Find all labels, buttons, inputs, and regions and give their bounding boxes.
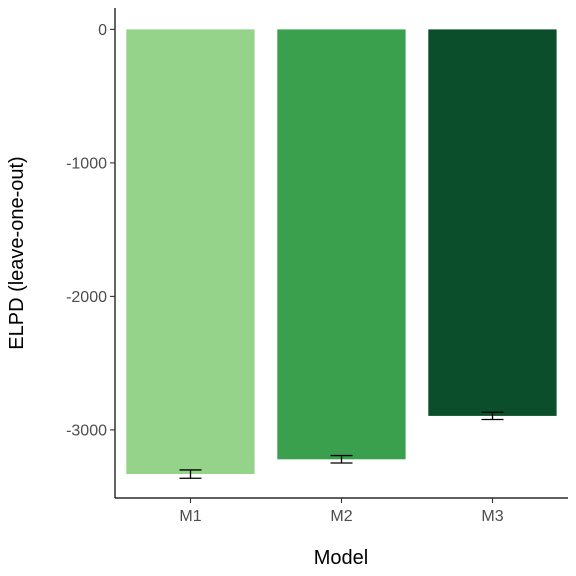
bar-m2 bbox=[277, 29, 406, 460]
bar-m3 bbox=[428, 29, 557, 416]
error-bars-layer bbox=[179, 411, 504, 479]
x-tick-label: M2 bbox=[330, 508, 352, 525]
y-tick-label: -2000 bbox=[66, 289, 107, 306]
bars-layer bbox=[126, 29, 557, 475]
x-tick-label: M1 bbox=[179, 508, 201, 525]
x-axis-title: Model bbox=[314, 547, 368, 569]
y-tick-label: 0 bbox=[98, 22, 107, 39]
x-tick-label: M3 bbox=[481, 508, 503, 525]
y-tick-label: -1000 bbox=[66, 155, 107, 172]
y-ticks: 0 -1000 -2000 -3000 bbox=[66, 22, 115, 439]
bar-m1 bbox=[126, 29, 255, 475]
x-ticks: M1 M2 M3 bbox=[179, 498, 504, 525]
y-tick-label: -3000 bbox=[66, 422, 107, 439]
y-axis-title: ELPD (leave-one-out) bbox=[6, 156, 28, 349]
